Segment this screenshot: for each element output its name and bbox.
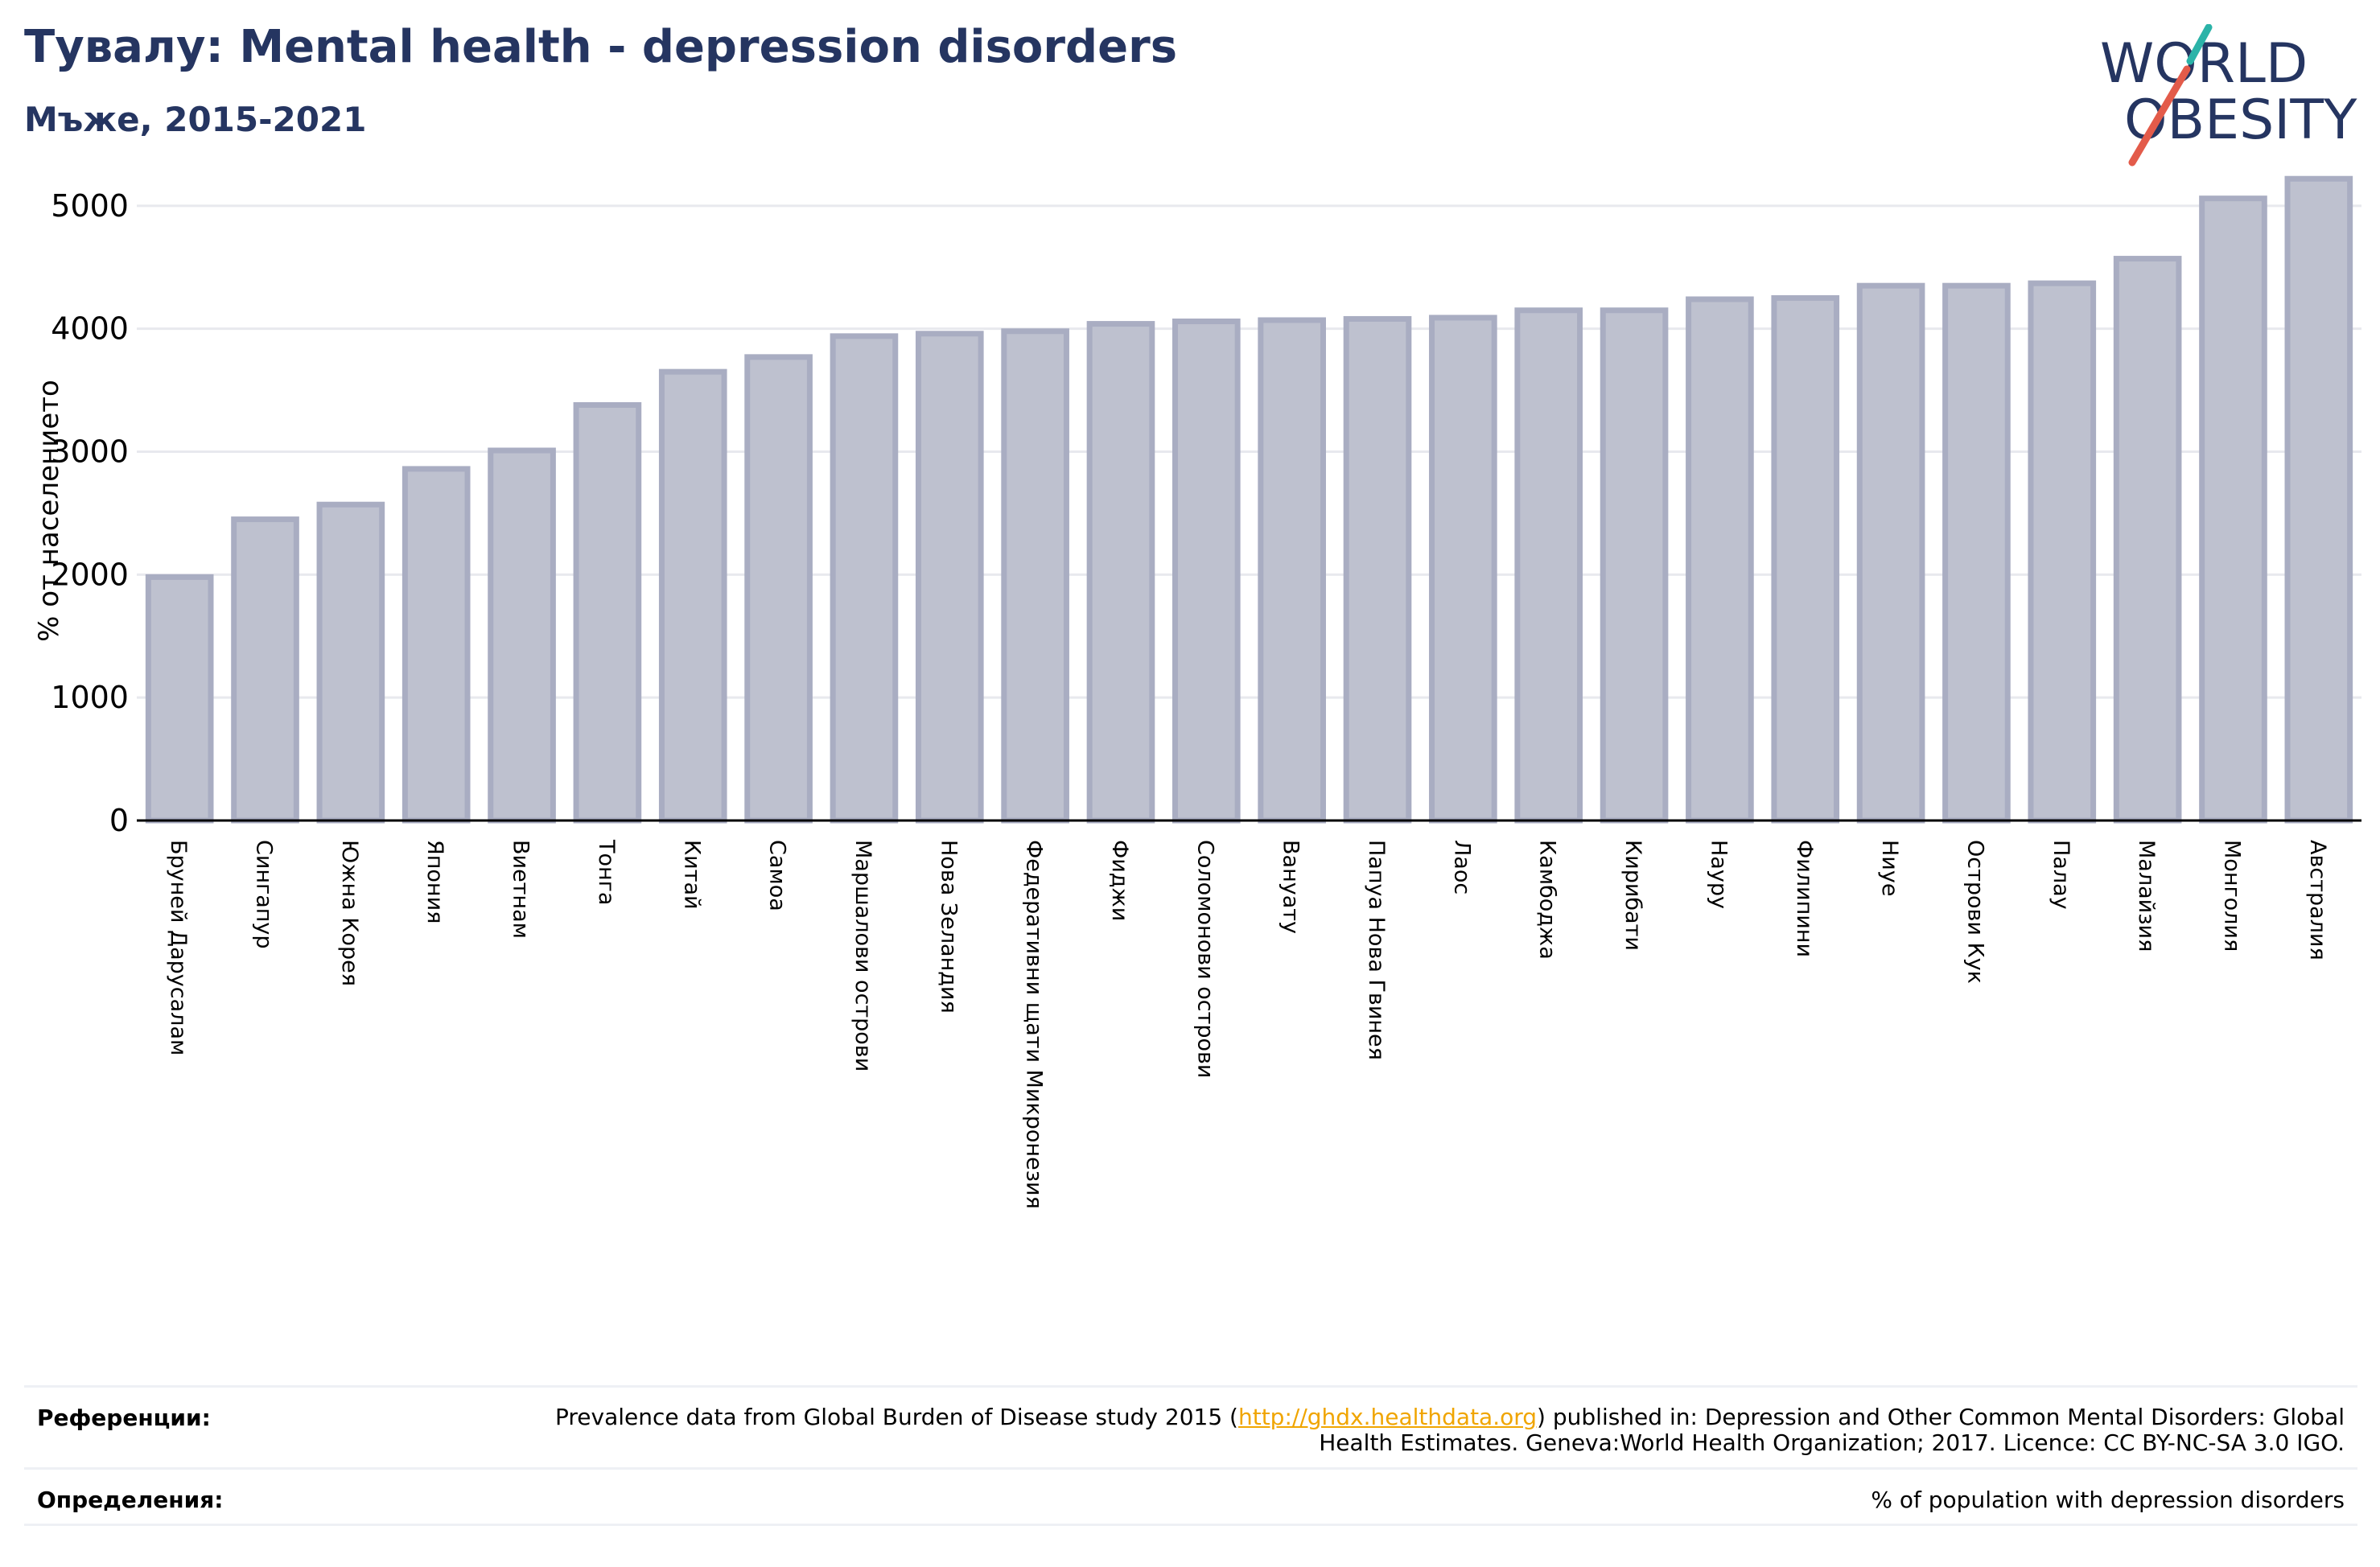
bar xyxy=(1086,321,1155,824)
bar xyxy=(1600,307,1669,824)
bar xyxy=(1343,315,1412,824)
world-obesity-logo: WORLD OBESITY xyxy=(2100,24,2357,167)
chart-subtitle: Мъже, 2015-2021 xyxy=(24,100,367,139)
logo-accent-teal xyxy=(2186,24,2213,65)
footer-divider-bottom xyxy=(24,1524,2357,1526)
x-tick-label: Камбоджа xyxy=(1535,840,1560,960)
definitions-label: Определения: xyxy=(37,1487,224,1513)
bar xyxy=(1429,315,1497,824)
x-tick-label: Малайзия xyxy=(2134,840,2159,952)
x-tick-label: Южна Корея xyxy=(337,840,362,986)
references-link[interactable]: http://ghdx.healthdata.org xyxy=(1237,1404,1538,1430)
x-tick-label: Нова Зеландия xyxy=(936,840,961,1014)
y-tick-label: 3000 xyxy=(51,434,129,470)
references-text: Prevalence data from Global Burden of Di… xyxy=(494,1405,2345,1456)
logo-line2: OBESITY xyxy=(2124,88,2357,152)
bar xyxy=(573,401,642,824)
bar xyxy=(1856,282,1925,824)
x-tick-label: Китай xyxy=(679,840,704,910)
x-tick-label: Ниуе xyxy=(1877,840,1902,896)
bar xyxy=(2028,280,2097,824)
bar xyxy=(915,331,984,824)
bar xyxy=(1686,296,1754,824)
x-tick-label: Тонга xyxy=(594,839,619,905)
bar xyxy=(316,501,385,824)
x-tick-label: Кирибати xyxy=(1620,840,1645,951)
bar xyxy=(1258,317,1326,824)
bar xyxy=(2284,175,2353,824)
x-tick-label: Вануату xyxy=(1279,840,1303,934)
x-tick-label: Бруней Дарусалам xyxy=(166,840,191,1055)
references-post: ) published in: Depression and Other Com… xyxy=(1319,1404,2345,1456)
x-tick-label: Фиджи xyxy=(1107,840,1132,921)
x-tick-label: Самоа xyxy=(765,840,790,911)
x-tick-label: Филипини xyxy=(1792,840,1817,957)
x-tick-label: Виетнам xyxy=(509,840,533,939)
bar xyxy=(658,368,727,824)
bar xyxy=(744,354,813,824)
x-tick-label: Острови Кук xyxy=(1962,840,1987,984)
bar xyxy=(1942,282,2011,824)
x-tick-label: Палау xyxy=(2049,840,2073,910)
x-tick-label: Япония xyxy=(422,840,447,923)
bar xyxy=(2199,195,2267,824)
footer-divider-middle xyxy=(24,1467,2357,1470)
x-tick-label: Сингапур xyxy=(252,840,277,949)
bar xyxy=(1771,294,1840,824)
x-tick-label: Маршалови острови xyxy=(850,840,875,1071)
references-label: Референции: xyxy=(37,1405,211,1431)
bar xyxy=(2113,256,2182,824)
bar xyxy=(1172,319,1241,824)
bar xyxy=(1001,328,1069,824)
y-axis-label: % от населението xyxy=(33,380,65,642)
bar xyxy=(145,574,214,824)
x-tick-label: Соломонови острови xyxy=(1192,840,1217,1078)
y-tick-label: 4000 xyxy=(51,311,129,347)
x-tick-label: Федеративни щати Микронезия xyxy=(1022,840,1047,1209)
footer-divider-top xyxy=(24,1385,2357,1388)
x-tick-label: Австралия xyxy=(2305,840,2330,960)
y-tick-label: 1000 xyxy=(51,680,129,715)
y-tick-label: 2000 xyxy=(51,557,129,592)
bar xyxy=(401,466,471,824)
logo-accent-red xyxy=(2128,65,2191,167)
x-tick-label: Науру xyxy=(1706,840,1731,909)
bar xyxy=(1514,307,1583,824)
bar xyxy=(830,333,899,824)
bar xyxy=(488,447,556,824)
x-tick-label: Папуа Нова Гвинея xyxy=(1364,840,1389,1060)
chart-title: Тувалу: Mental health - depression disor… xyxy=(24,21,1178,73)
y-tick-label: 0 xyxy=(109,803,129,838)
references-pre: Prevalence data from Global Burden of Di… xyxy=(555,1404,1238,1430)
bar xyxy=(231,516,299,824)
x-tick-label: Лаос xyxy=(1449,840,1474,895)
definitions-text: % of population with depression disorder… xyxy=(1871,1487,2345,1513)
y-tick-label: 5000 xyxy=(51,188,129,224)
bar-chart: 0 1000 2000 3000 4000 5000 % от населението Бру… xyxy=(33,175,2361,1209)
x-tick-label: Монголия xyxy=(2219,840,2244,952)
